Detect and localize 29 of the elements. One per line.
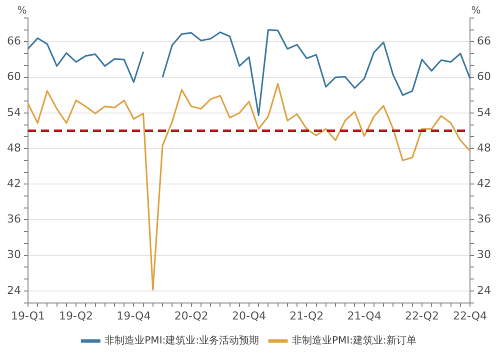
y2-tick-label: 42	[477, 176, 492, 190]
x-tick-label: 21-Q2	[290, 309, 324, 322]
y-tick-label: 30	[6, 248, 21, 262]
y-axis-title: %	[17, 6, 27, 17]
y-tick-label: 66	[6, 34, 21, 48]
x-tick-label: 22-Q4	[452, 309, 488, 322]
y-tick-label: 42	[6, 176, 21, 190]
y-tick-label: 54	[6, 106, 21, 119]
y2-axis-title: %	[471, 6, 481, 17]
y2-tick-label: 24	[477, 284, 492, 297]
y-tick-label: 48	[6, 141, 21, 154]
x-tick-label: 21-Q4	[347, 309, 382, 322]
x-tick-label: 20-Q4	[232, 309, 266, 322]
y-tick-label: 36	[6, 212, 21, 226]
y2-tick-label: 48	[477, 141, 492, 154]
x-tick-label: 19-Q2	[59, 309, 94, 322]
legend-label: 非制造业PMI:建筑业:业务活动预期	[104, 334, 260, 347]
y2-tick-label: 30	[477, 248, 492, 262]
y2-tick-label: 36	[477, 212, 492, 226]
x-tick-label: 19-Q4	[116, 309, 151, 322]
x-tick-label: 19-Q1	[10, 309, 46, 322]
x-tick-label: 20-Q2	[174, 309, 208, 322]
legend-label: 非制造业PMI:建筑业:新订单	[292, 334, 416, 347]
y2-tick-label: 54	[477, 106, 492, 119]
y-tick-label: 24	[6, 284, 21, 297]
x-tick-label: 22-Q2	[404, 309, 439, 322]
y2-tick-label: 66	[477, 34, 492, 48]
y2-tick-label: 60	[477, 70, 492, 84]
y-tick-label: 60	[6, 70, 21, 84]
